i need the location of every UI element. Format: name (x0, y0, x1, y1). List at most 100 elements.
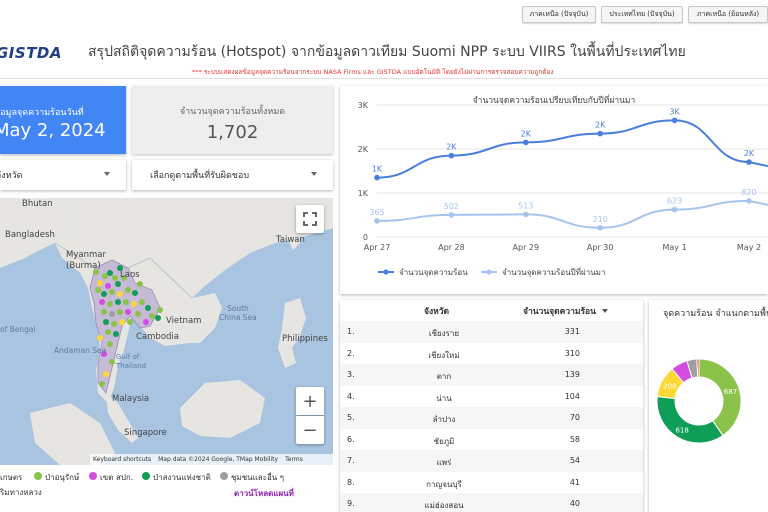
total-hotspot-card: จำนวนจุดความร้อนทั้งหมด 1,702 (132, 86, 333, 154)
data-point (746, 198, 752, 204)
zoom-out-button[interactable]: − (296, 416, 324, 444)
row-province: แม่ฮ่องสอน (424, 501, 464, 510)
row-rank: 8. (347, 477, 355, 487)
row-province: น่าน (436, 393, 452, 403)
button-north-history[interactable]: ภาคเหนือ (ย้อนหลัง) (688, 6, 768, 23)
legend-label-conservation-forest: ป่าอนุรักษ์ (45, 473, 80, 482)
map-label-south-china-sea: South China Sea (219, 304, 257, 322)
download-map-link[interactable]: ดาวน์โหลดแผนที่ (234, 489, 294, 498)
map-label-laos: Laos (120, 270, 140, 280)
data-point (374, 218, 380, 224)
table-row[interactable]: 9. แม่ฮ่องสอน 40 (340, 493, 643, 512)
data-point (448, 152, 455, 159)
row-rank: 1. (347, 327, 355, 336)
table-row[interactable]: 5. ลำปาง 70 (340, 407, 643, 429)
button-north-current[interactable]: ภาคเหนือ (ปัจจุบัน) (522, 6, 596, 23)
map-data-credit: Map data ©2024 Google, TMap Mobility (158, 456, 279, 463)
row-rank: 4. (347, 391, 355, 401)
row-rank: 2. (347, 348, 355, 358)
legend-dot-alro (89, 472, 97, 480)
row-count: 104 (564, 391, 580, 401)
map-label-andaman-sea: Andaman Sea (54, 346, 107, 355)
zoom-in-button[interactable]: + (296, 387, 324, 415)
page-title: สรุปสถิติจุดความร้อน (Hotspot) จากข้อมูล… (88, 44, 686, 60)
x-tick-label: Apr 28 (438, 243, 465, 252)
data-label: 2K (521, 129, 532, 138)
map-canvas (0, 198, 333, 465)
table-row[interactable]: 4. น่าน 104 (340, 386, 643, 408)
column-header-count[interactable]: จำนวนจุดความร้อน (523, 300, 608, 321)
row-province: เชียงใหม่ (428, 350, 460, 360)
map-label-singapore: Singapore (124, 428, 167, 438)
table-row[interactable]: 8. กาญจนบุรี 41 (340, 472, 643, 494)
header-divider (0, 78, 768, 79)
x-tick-label: Apr 29 (513, 243, 540, 252)
map-label-vietnam: Vietnam (166, 316, 202, 326)
data-label: 820 (741, 188, 756, 197)
map-legend: เกษตร ป่าอนุรักษ์ เขต สปก. ป่าสงวนแห่งชา… (0, 468, 333, 504)
legend-label: จำนวนจุดความร้อนปีที่ผ่านมา (502, 266, 605, 277)
keyboard-shortcuts-link[interactable]: Keyboard shortcuts (93, 456, 152, 463)
data-label: 2K (595, 121, 606, 130)
button-thailand-current[interactable]: ประเทศไทย (ปัจจุบัน) (601, 6, 683, 23)
total-hotspot-value: 1,702 (206, 122, 259, 143)
legend-label-agriculture: เกษตร (0, 473, 23, 482)
table-row[interactable]: 3. ตาก 139 (340, 364, 643, 386)
series-line (376, 119, 768, 179)
data-label: 1K (372, 165, 383, 174)
x-tick-label: Apr 30 (587, 243, 614, 252)
row-count: 41 (569, 477, 580, 487)
table-row[interactable]: 1. เชียงราย 331 (340, 321, 643, 343)
row-count: 54 (569, 456, 580, 465)
row-count: 139 (564, 370, 580, 379)
province-filter-label: จังหวัด (0, 171, 23, 181)
row-count: 331 (564, 327, 580, 336)
donut-slice-label: 687 (724, 388, 737, 396)
terms-link[interactable]: Terms (285, 456, 303, 463)
sort-down-icon (601, 308, 608, 313)
row-province: ตาก (436, 372, 452, 381)
legend-label: จำนวนจุดความร้อน (399, 268, 468, 277)
map-attribution: Keyboard shortcuts Map data ©2024 Google… (90, 454, 333, 465)
table-row[interactable]: 2. เชียงใหม่ 310 (340, 343, 643, 365)
donut-slice-label: 618 (675, 426, 688, 434)
legend-label-alro: เขต สปก. (100, 473, 134, 482)
row-rank: 9. (347, 499, 355, 508)
column-header-province[interactable]: จังหวัด (424, 306, 450, 317)
donut-title: จุดความร้อน จำแนกตามพื้นที่ (663, 309, 768, 319)
province-filter[interactable]: จังหวัด (0, 160, 126, 190)
legend-marker (486, 269, 492, 275)
fullscreen-icon (303, 212, 317, 226)
row-province: กาญจนบุรี (426, 479, 462, 489)
data-label: 2K (744, 149, 755, 158)
data-point (448, 212, 455, 218)
map-label-gulf-of-thailand: Gulf of Thailand (116, 353, 147, 370)
data-point (523, 139, 529, 146)
column-header-count-label: จำนวนจุดความร้อน (523, 306, 596, 317)
dropdown-arrow-icon (311, 172, 317, 176)
data-point (671, 117, 678, 124)
donut-slice (696, 358, 700, 378)
gistda-logo: GISTDA (0, 44, 62, 62)
table-row[interactable]: 7. แพร่ 54 (340, 450, 643, 472)
row-rank: 3. (347, 370, 355, 379)
legend-dot-national-reserve-forest (142, 472, 150, 480)
donut-slice-label: 208 (663, 382, 676, 390)
legend-dot-conservation-forest (34, 472, 42, 480)
comparison-chart-card: จำนวนจุดความร้อนเปรียบเทียบกับปีที่ผ่านม… (340, 86, 768, 294)
row-count: 310 (564, 348, 580, 358)
land-use-filter[interactable]: เลือกดูตามพื้นที่รับผิดชอบ (132, 160, 333, 190)
donut-slice (656, 396, 724, 444)
map-label-myanmar: Myanmar (Burma) (66, 250, 106, 271)
date-card-label: ข้อมูลจุดความร้อนวันที่ (0, 108, 84, 118)
row-rank: 5. (347, 413, 355, 422)
data-point (523, 211, 529, 218)
row-province: แพร่ (436, 458, 452, 467)
row-province: ลำปาง (432, 415, 456, 424)
legend-label-highway: ริมทางหลวง (0, 488, 42, 497)
table-row[interactable]: 6. ชัยภูมิ 58 (340, 429, 643, 451)
hotspot-map[interactable]: Bhutan Bangladesh Myanmar (Burma) Laos T… (0, 198, 333, 465)
data-point (374, 174, 380, 181)
map-label-bangladesh: Bangladesh (5, 230, 55, 240)
fullscreen-button[interactable] (296, 205, 324, 233)
